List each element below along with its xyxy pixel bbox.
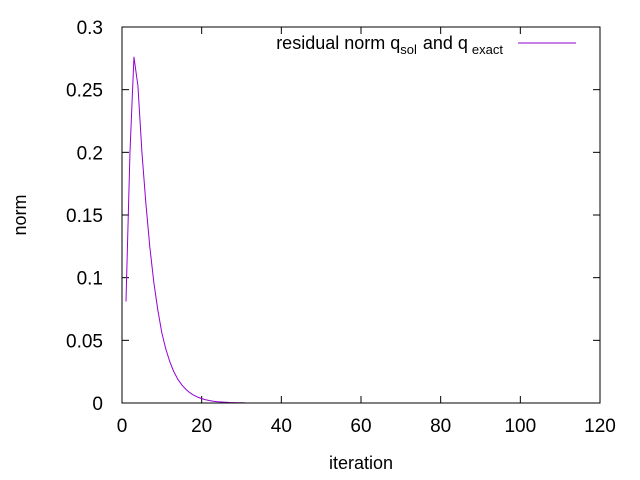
x-tick-label: 0	[117, 416, 128, 437]
y-tick-label: 0.15	[66, 206, 103, 227]
legend-label-sub-sol: sol	[400, 42, 417, 57]
x-tick-label: 20	[191, 416, 212, 437]
x-tick-label: 120	[584, 416, 616, 437]
y-tick-label: 0.1	[77, 269, 103, 290]
series-line-0	[125, 56, 246, 404]
tick-labels: 0 20 40 60 80 100 120 0 0.05 0.1 0.15 0.2 0.25 0.3	[66, 18, 616, 437]
legend: residual norm qsol and q exact	[276, 33, 576, 57]
legend-entry-label: residual norm qsol and q exact	[276, 33, 503, 57]
y-axis-title: norm	[10, 194, 30, 235]
x-axis-title: iteration	[329, 453, 393, 473]
x-tick-label: 60	[350, 416, 371, 437]
legend-label-prefix: residual norm q	[276, 33, 400, 53]
y-tick-label: 0.05	[66, 331, 103, 352]
x-tick-label: 100	[504, 416, 536, 437]
y-tick-label: 0	[92, 394, 103, 415]
x-tick-label: 40	[271, 416, 292, 437]
legend-label-sub-exact: exact	[472, 42, 503, 57]
plot-series	[125, 56, 246, 404]
x-tick-label: 80	[430, 416, 451, 437]
y-tick-label: 0.2	[77, 143, 103, 164]
y-tick-label: 0.25	[66, 81, 103, 102]
plot-frame	[121, 26, 601, 404]
legend-label-middle: and q	[423, 33, 468, 53]
y-tick-label: 0.3	[77, 18, 103, 39]
